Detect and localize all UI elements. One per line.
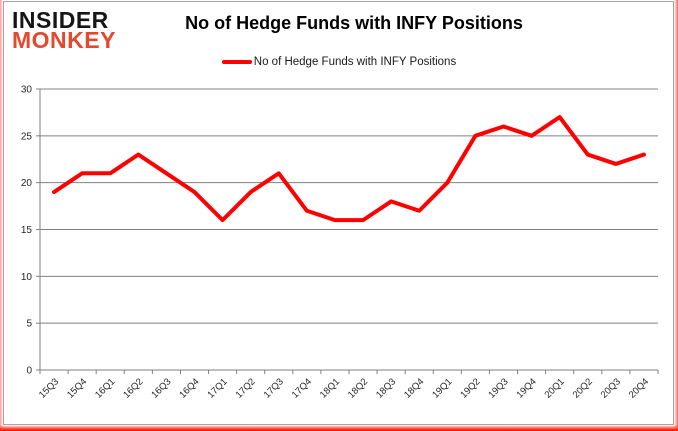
y-axis-label: 0 (26, 366, 32, 377)
chart-legend: No of Hedge Funds with INFY Positions (0, 56, 678, 68)
page-edge-glow-left (0, 0, 3, 431)
logo-line-insider: INSIDER (12, 7, 109, 33)
x-axis-label: 18Q2 (346, 376, 370, 400)
x-axis-label: 17Q1 (205, 376, 229, 400)
x-axis-label: 19Q2 (458, 376, 482, 400)
page-border-frame (3, 1, 674, 425)
x-axis-label: 17Q4 (290, 376, 314, 400)
x-axis-label: 16Q2 (121, 376, 145, 400)
x-axis-label: 20Q2 (571, 376, 595, 400)
x-axis-label: 18Q4 (402, 376, 426, 400)
legend-label: No of Hedge Funds with INFY Positions (253, 56, 457, 68)
x-axis-label: 18Q1 (318, 376, 342, 400)
logo-line-monkey: MONKEY (12, 27, 116, 54)
x-axis-label: 20Q4 (627, 376, 651, 400)
x-axis-label: 19Q4 (514, 376, 538, 400)
x-axis-label: 16Q4 (177, 376, 201, 400)
x-axis-label: 19Q3 (486, 376, 510, 400)
y-axis-label: 25 (21, 131, 33, 142)
x-axis-label: 15Q4 (65, 376, 89, 400)
x-axis-label: 16Q3 (149, 376, 173, 400)
series-line (52, 115, 646, 223)
y-axis-label: 5 (26, 319, 32, 330)
y-axis-label: 30 (21, 85, 33, 96)
insider-monkey-logo: INSIDER MONKEY (12, 7, 116, 54)
x-axis-label: 17Q3 (262, 376, 286, 400)
y-axis-label: 15 (21, 225, 33, 236)
x-axis-label: 17Q2 (234, 376, 258, 400)
page-edge-glow-bottom (0, 425, 678, 431)
y-axis-label: 10 (21, 272, 33, 283)
chart-title: No of Hedge Funds with INFY Positions (185, 13, 523, 33)
x-axis-label: 20Q3 (599, 376, 623, 400)
legend-line-marker (221, 60, 252, 64)
x-axis-label: 20Q1 (543, 376, 567, 400)
page-edge-glow-right (674, 0, 678, 431)
x-axis-label: 16Q1 (93, 376, 117, 400)
x-axis-label: 18Q3 (374, 376, 398, 400)
x-axis-label: 19Q1 (430, 376, 454, 400)
y-axis-label: 20 (21, 178, 33, 189)
x-axis-label: 15Q3 (37, 376, 61, 400)
